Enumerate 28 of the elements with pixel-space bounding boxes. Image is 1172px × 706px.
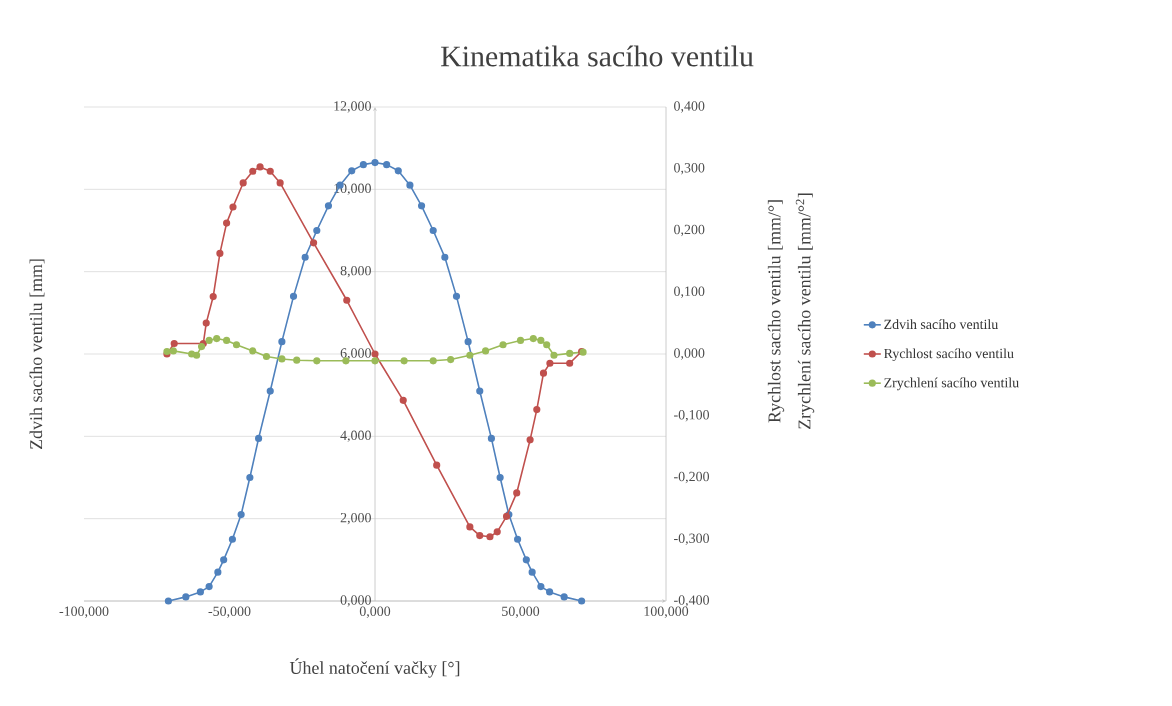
x-tick-label: 100,000 [644,606,689,618]
y2-tick-label: -0,400 [674,595,710,607]
y-tick-label: 12,000 [334,101,371,113]
legend-label: Rychlost sacího ventilu [884,348,1014,362]
x-tick-label: 50,000 [502,606,540,618]
y-tick-label: 2,000 [340,512,371,525]
y2-tick-label: 0,200 [674,224,705,237]
y-axis-title: Zdvih sacího ventilu [mm] [29,259,45,450]
x-tick-label: 0,000 [359,606,391,618]
x-tick-label: -100,000 [59,606,109,618]
y2-tick-label: 0,300 [674,163,705,175]
legend-label: Zdvih sacího ventilu [884,319,999,330]
y-tick-label: 8,000 [340,265,371,278]
text: Rychlost sacího ventilu [mm/°] [767,200,785,423]
x-axis-title: Úhel natočení vačky [°] [289,658,460,678]
y2-tick-label: 0,400 [674,101,705,113]
y2-tick-label: -0,300 [674,533,710,545]
y2-tick-label: -0,200 [674,471,710,484]
y2-tick-label: -0,100 [674,410,710,422]
text: Zrychlení sacího ventilu [mm/°$^{2}$] [795,193,815,429]
y-tick-label: 6,000 [340,348,371,360]
x-tick-label: -50,000 [208,606,251,618]
y-tick-label: 0,000 [340,595,371,607]
y2-tick-label: 0,100 [674,286,705,298]
legend-label: Zrychlení sacího ventilu [884,377,1019,391]
y-tick-label: 4,000 [340,430,371,443]
chart-title: Kinematika sacího ventilu [441,45,754,67]
y2-tick-label: 0,000 [674,348,705,360]
